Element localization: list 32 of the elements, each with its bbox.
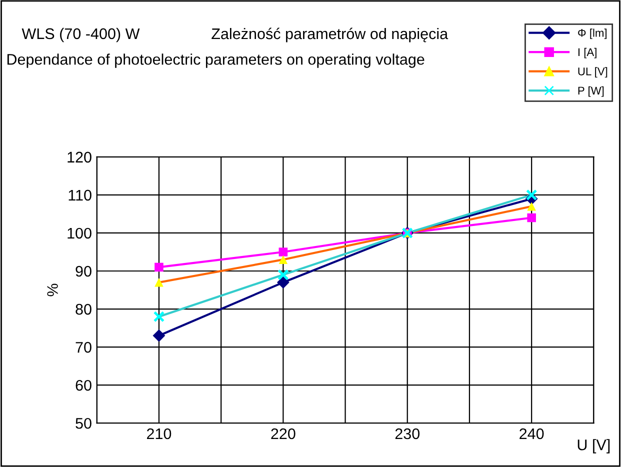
y-tick-label: 90 <box>76 266 92 277</box>
point <box>153 310 165 322</box>
x-tick-label: 240 <box>520 428 544 440</box>
legend-label: Φ [lm] <box>578 28 606 40</box>
legend-label: UL [V] <box>578 67 608 78</box>
point <box>276 276 290 289</box>
point <box>527 213 536 222</box>
point <box>527 202 536 211</box>
y-axis-title: % <box>47 284 58 296</box>
chart-title: Zależność parametrów od napięcia <box>212 28 448 42</box>
point <box>154 262 164 272</box>
y-tick-label: 50 <box>76 418 92 429</box>
x-axis-title: U [V] <box>578 439 610 454</box>
point <box>278 269 289 280</box>
legend-label: I [A] <box>578 48 596 58</box>
legend-label: P [W] <box>578 86 604 97</box>
y-tick-label: 70 <box>76 342 92 353</box>
point <box>278 248 288 256</box>
y-tick-label: 120 <box>68 152 92 163</box>
y-tick-label: 110 <box>68 190 92 201</box>
y-tick-label: 80 <box>76 304 92 315</box>
y-tick-label: 100 <box>68 228 92 239</box>
x-tick-label: 210 <box>147 428 172 440</box>
point <box>152 329 166 342</box>
point <box>154 278 164 287</box>
x-tick-label: 230 <box>395 428 420 440</box>
x-tick-label: 220 <box>271 428 296 440</box>
point <box>526 189 538 201</box>
text: WLS (70 -400) W <box>22 28 140 42</box>
y-tick-label: 60 <box>76 380 92 391</box>
chart-subtitle: Dependance of photoelectric parameters on operating voltage <box>7 54 424 68</box>
point <box>278 255 288 264</box>
